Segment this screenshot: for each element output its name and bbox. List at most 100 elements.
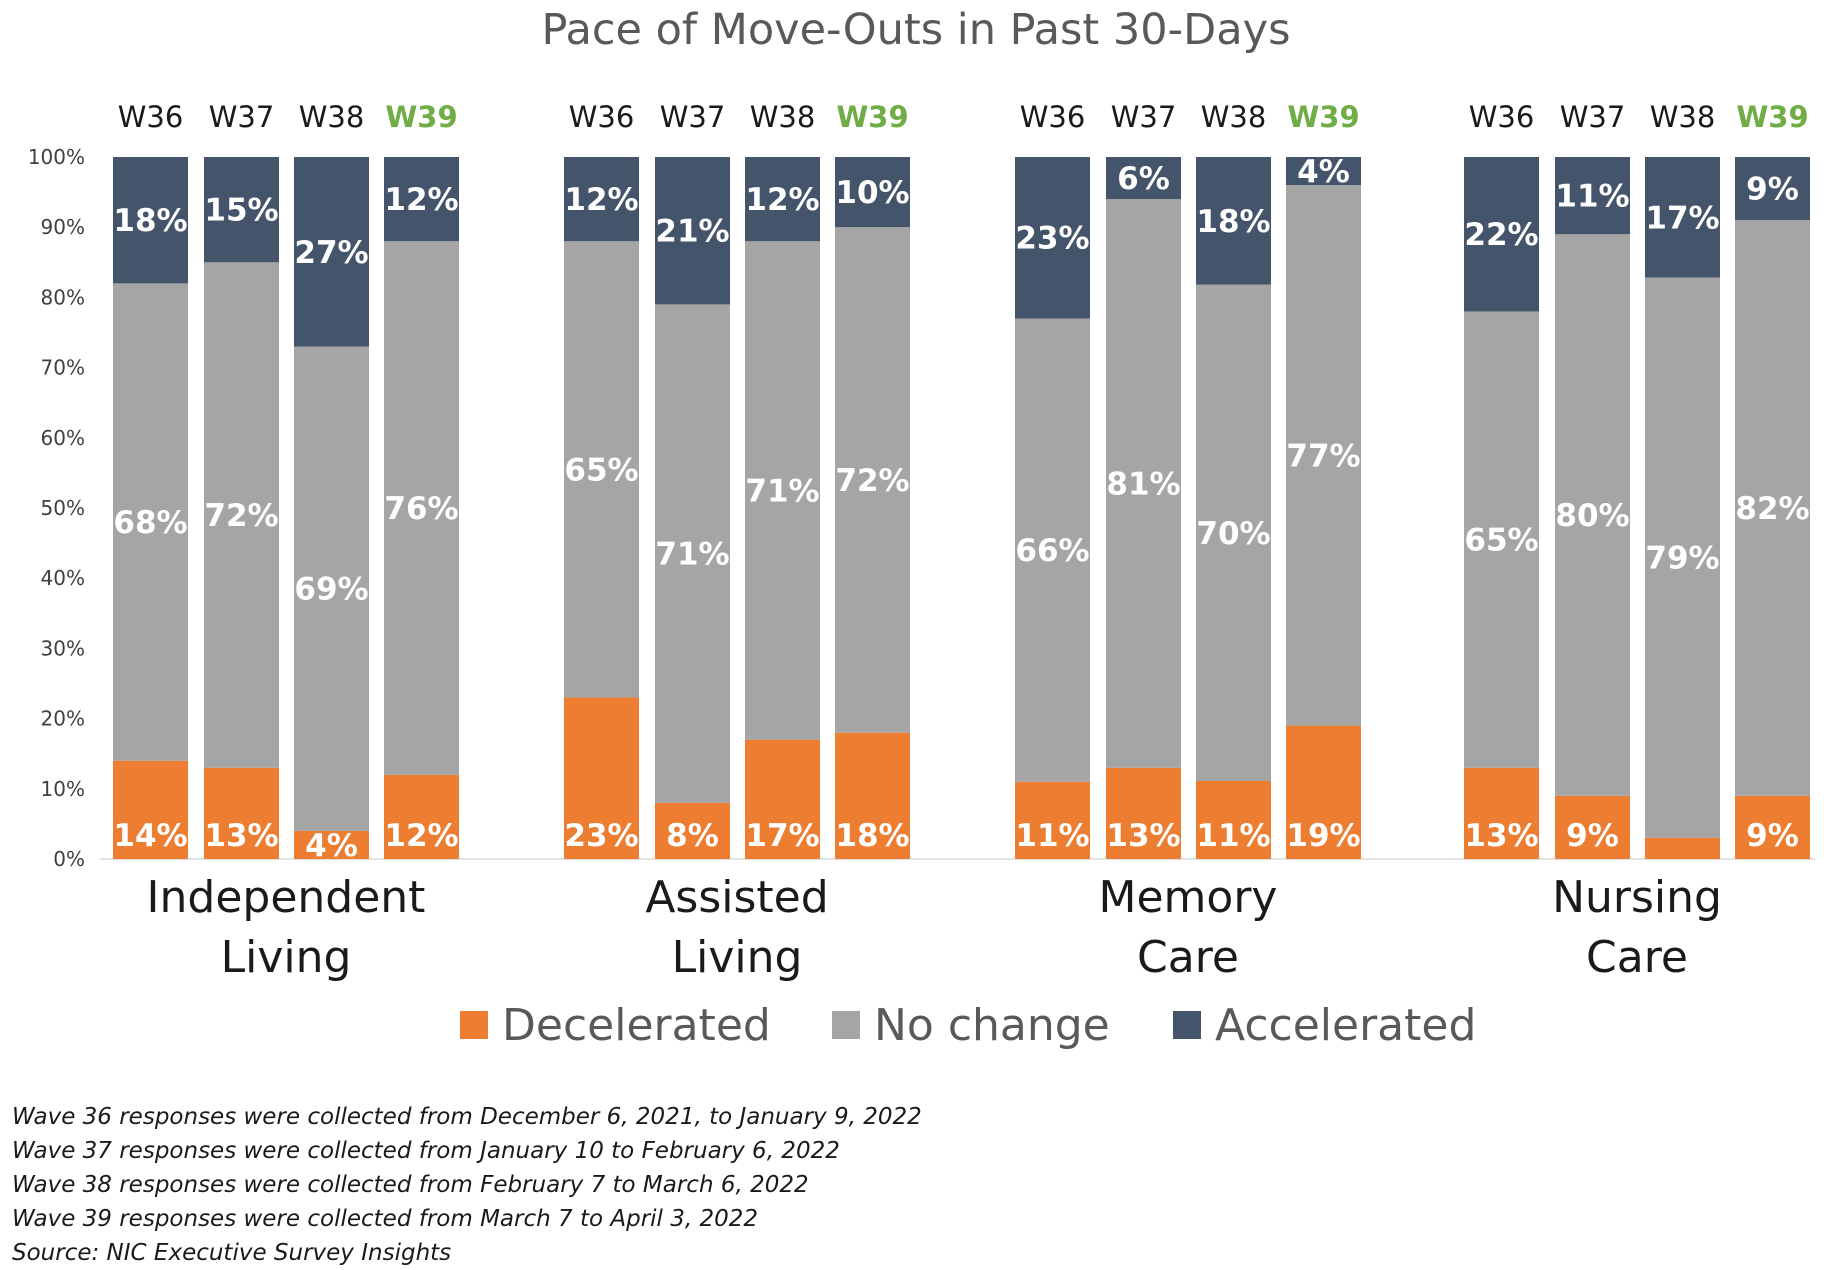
bar-segment xyxy=(835,732,910,859)
data-label: 23% xyxy=(1015,221,1089,257)
y-tick-label: 80% xyxy=(41,285,85,309)
data-label: 13% xyxy=(1106,818,1180,854)
footnote-source: Source: NIC Executive Survey Insights xyxy=(12,1240,452,1266)
data-label: 13% xyxy=(204,818,278,854)
bar-segment xyxy=(294,157,369,347)
data-label: 72% xyxy=(204,498,278,534)
legend-label: Accelerated xyxy=(1215,1000,1476,1051)
legend-swatch xyxy=(832,1011,860,1039)
bar-segment xyxy=(1555,795,1630,859)
stacked-bar-chart: Pace of Move-Outs in Past 30-Days 0% 10% 2… xyxy=(28,5,1815,1051)
group-label: Assisted xyxy=(645,872,828,923)
bar-segment xyxy=(204,262,279,768)
legend-item: Decelerated xyxy=(460,1000,771,1051)
data-label: 71% xyxy=(655,537,729,573)
data-label: 65% xyxy=(564,452,638,488)
footnote-wave-38: Wave 38 responses were collected from Fe… xyxy=(12,1172,809,1198)
y-tick-label: 90% xyxy=(41,215,85,239)
group-label: Independent xyxy=(147,872,426,923)
bar-segment xyxy=(1464,767,1539,859)
data-label: 10% xyxy=(835,175,909,211)
y-tick-label: 100% xyxy=(28,145,85,169)
legend-label: Decelerated xyxy=(502,1000,771,1051)
data-label: 11% xyxy=(1555,179,1629,215)
footnote-wave-37: Wave 37 responses were collected from Ja… xyxy=(12,1138,840,1164)
group-label: Living xyxy=(672,932,803,983)
bar-segment xyxy=(564,241,639,698)
data-label: 9% xyxy=(1746,818,1799,854)
data-label: 79% xyxy=(1645,541,1719,577)
legend-swatch xyxy=(1173,1011,1201,1039)
data-label: 81% xyxy=(1106,466,1180,502)
data-label: 14% xyxy=(113,818,187,854)
wave-label: W38 xyxy=(1650,100,1716,134)
data-label: 18% xyxy=(1196,204,1270,240)
group-label: Nursing xyxy=(1552,872,1722,923)
bar-segment xyxy=(113,760,188,859)
bar-group: W36 13% 65% 22% W37 9% 80% 11% W38 79% 17% W39 9% 82%… xyxy=(1464,100,1810,983)
bar-segment xyxy=(564,697,639,859)
bar-segment xyxy=(655,304,730,803)
wave-label: W36 xyxy=(1020,100,1086,134)
data-label: 9% xyxy=(1566,818,1619,854)
data-label: 71% xyxy=(745,473,819,509)
bar-segment xyxy=(745,739,820,859)
data-label: 11% xyxy=(1196,818,1270,854)
data-label: 77% xyxy=(1286,438,1360,474)
legend-item: Accelerated xyxy=(1173,1000,1476,1051)
data-label: 12% xyxy=(384,818,458,854)
data-label: 80% xyxy=(1555,498,1629,534)
data-label: 13% xyxy=(1464,818,1538,854)
bar-segment xyxy=(1106,767,1181,859)
bar-segment xyxy=(113,283,188,761)
bar-segment xyxy=(1555,157,1630,235)
wave-label: W37 xyxy=(660,100,726,134)
bar-segment xyxy=(1645,837,1720,859)
wave-label: W38 xyxy=(1201,100,1267,134)
data-label: 72% xyxy=(835,463,909,499)
data-label: 70% xyxy=(1196,516,1270,552)
wave-label: W37 xyxy=(1111,100,1177,134)
wave-label: W38 xyxy=(750,100,816,134)
data-label: 17% xyxy=(1645,200,1719,236)
group-label: Memory xyxy=(1099,872,1278,923)
chart-title: Pace of Move-Outs in Past 30-Days xyxy=(542,5,1291,55)
data-label: 19% xyxy=(1286,818,1360,854)
y-tick-label: 20% xyxy=(41,707,85,731)
wave-label: W38 xyxy=(299,100,365,134)
y-tick-label: 40% xyxy=(41,566,85,590)
data-label: 9% xyxy=(1746,172,1799,208)
y-tick-label: 70% xyxy=(41,356,85,380)
wave-label: W36 xyxy=(118,100,184,134)
bar-group: W36 14% 68% 18% W37 13% 72% 15% W38 4% 69% 27% W39 12… xyxy=(113,100,459,983)
data-label: 27% xyxy=(294,235,368,271)
bar-segment xyxy=(384,774,459,859)
data-label: 17% xyxy=(745,818,819,854)
bar-segment xyxy=(1286,725,1361,859)
bar-segment xyxy=(1645,277,1720,838)
group-label: Care xyxy=(1586,932,1688,983)
bar-segment xyxy=(1015,781,1090,859)
y-tick-label: 10% xyxy=(41,777,85,801)
wave-label: W36 xyxy=(1469,100,1535,134)
data-label: 12% xyxy=(564,182,638,218)
bar-segment xyxy=(655,802,730,859)
data-label: 8% xyxy=(666,818,719,854)
bar-segment xyxy=(1286,157,1361,186)
bar-segment xyxy=(204,767,279,859)
data-label: 15% xyxy=(204,193,278,229)
data-label: 12% xyxy=(384,182,458,218)
bar-segment xyxy=(113,157,188,284)
bar-segment xyxy=(835,157,910,228)
data-label: 65% xyxy=(1464,523,1538,559)
data-label: 66% xyxy=(1015,533,1089,569)
legend-swatch xyxy=(460,1011,488,1039)
data-label: 68% xyxy=(113,505,187,541)
bar-segment xyxy=(1015,157,1090,319)
bar-segment xyxy=(204,157,279,263)
data-label: 18% xyxy=(835,818,909,854)
data-label: 22% xyxy=(1464,217,1538,253)
data-label: 4% xyxy=(305,828,358,864)
data-label: 23% xyxy=(564,818,638,854)
